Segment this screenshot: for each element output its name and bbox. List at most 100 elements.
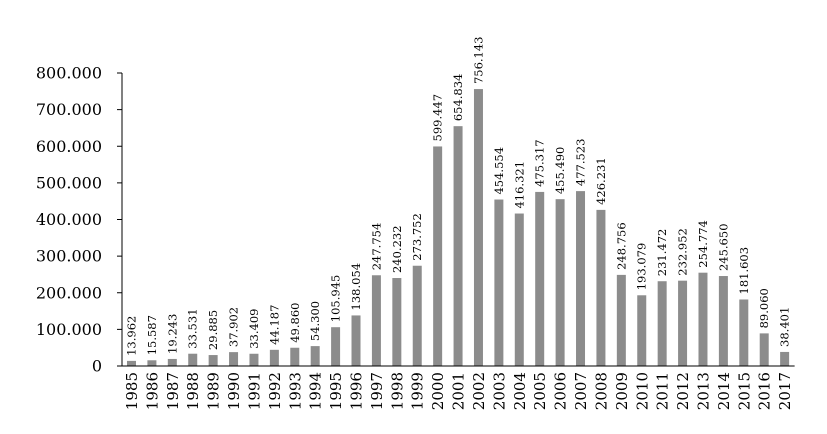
data-label: 13.962 [125, 316, 139, 356]
data-label: 454.554 [492, 147, 506, 195]
x-tick-label: 2010 [633, 372, 651, 410]
data-label: 248.756 [614, 222, 628, 270]
x-tick-label: 2000 [429, 372, 447, 410]
x-tick-label: 2006 [552, 372, 570, 410]
x-tick-label: 1997 [368, 372, 386, 410]
x-tick-label: 1992 [266, 372, 284, 410]
bar [127, 360, 136, 366]
bar [514, 213, 524, 366]
bar [637, 295, 647, 366]
data-label: 245.650 [716, 223, 730, 271]
bar [718, 276, 728, 366]
bar [167, 358, 177, 366]
data-label: 599.447 [431, 94, 445, 142]
data-label: 475.317 [533, 139, 547, 187]
x-tick-label: 1991 [245, 372, 263, 410]
data-label: 193.079 [635, 243, 649, 291]
bar [371, 275, 381, 366]
data-label: 426.231 [594, 157, 608, 205]
bar [555, 199, 565, 366]
bar [678, 280, 688, 366]
bar [249, 353, 259, 366]
x-tick-label: 1996 [348, 372, 366, 410]
data-label: 37.902 [227, 307, 241, 347]
data-labels: 13.962 15.587 19.243 33.531 29.885 37.902 33.4… [125, 36, 792, 355]
x-tick-label: 1985 [123, 372, 141, 410]
data-label: 231.472 [655, 229, 669, 277]
bar [351, 315, 361, 366]
data-label: 455.490 [553, 147, 567, 195]
bar [392, 278, 402, 366]
y-tick-label: 800.000 [36, 64, 102, 83]
data-label: 54.300 [308, 301, 322, 341]
x-tick-label: 1995 [327, 372, 345, 410]
x-tick-label: 1998 [388, 372, 406, 410]
x-tick-label: 2001 [450, 372, 468, 410]
bar [759, 333, 769, 366]
data-label: 477.523 [574, 139, 588, 187]
y-tick-label: 300.000 [36, 247, 102, 266]
data-label: 44.187 [267, 305, 281, 345]
bar [698, 272, 708, 366]
bar [657, 281, 667, 366]
bar [616, 274, 626, 366]
data-label: 232.952 [676, 228, 690, 276]
bar [780, 351, 790, 366]
x-tick-label: 1994 [307, 372, 325, 410]
data-label: 33.409 [247, 309, 261, 349]
bar [290, 347, 300, 366]
x-tick-label: 1993 [286, 372, 304, 410]
x-tick-label: 2017 [776, 372, 794, 410]
bar [433, 146, 443, 366]
bar [535, 191, 545, 366]
data-label: 247.754 [369, 223, 383, 271]
y-tick-label: 0 [92, 357, 102, 376]
x-tick-label: 1999 [409, 372, 427, 410]
data-label: 416.321 [512, 161, 526, 209]
bar [331, 327, 341, 366]
data-label: 29.885 [206, 310, 220, 350]
data-label: 240.232 [390, 225, 404, 273]
bar [576, 191, 586, 366]
data-label: 105.945 [329, 275, 343, 323]
x-tick-label: 2014 [715, 372, 733, 410]
y-tick-label: 500.000 [36, 173, 102, 192]
bar [310, 346, 320, 366]
data-label: 254.774 [696, 220, 710, 268]
bar [739, 299, 749, 366]
x-tick-label: 1988 [184, 372, 202, 410]
y-tick-label: 100.000 [36, 320, 102, 339]
x-tick-label: 1989 [205, 372, 223, 410]
x-axis: 1985 1986 1987 1988 1989 1990 1991 1992 1993 1994… [122, 365, 795, 410]
x-tick-label: 2012 [674, 372, 692, 410]
y-tick-label: 600.000 [36, 137, 102, 156]
bar [453, 126, 463, 366]
x-tick-label: 2007 [572, 372, 590, 410]
x-tick-label: 2013 [694, 372, 712, 410]
x-tick-label: 2004 [511, 372, 529, 410]
x-tick-label: 2011 [654, 372, 672, 410]
x-tick-label: 1990 [225, 372, 243, 410]
bar [494, 199, 504, 366]
y-tick-label: 200.000 [36, 283, 102, 302]
x-tick-label: 2005 [531, 372, 549, 410]
x-tick-label: 1987 [164, 372, 182, 410]
data-label: 273.752 [410, 213, 424, 261]
data-label: 181.603 [737, 247, 751, 295]
x-tick-label: 2009 [613, 372, 631, 410]
y-tick-label: 700.000 [36, 100, 102, 119]
y-tick-label: 400.000 [36, 210, 102, 229]
data-label: 138.054 [349, 263, 363, 311]
bar [269, 349, 279, 366]
data-label: 89.060 [757, 288, 771, 328]
x-tick-label: 2008 [592, 372, 610, 410]
bar [596, 209, 606, 366]
data-label: 33.531 [186, 308, 200, 348]
x-tick-label: 2002 [470, 372, 488, 410]
data-label: 38.401 [778, 307, 792, 347]
bar [473, 89, 483, 366]
bar [229, 352, 239, 366]
x-tick-label: 2016 [756, 372, 774, 410]
data-label: 19.243 [165, 314, 179, 354]
